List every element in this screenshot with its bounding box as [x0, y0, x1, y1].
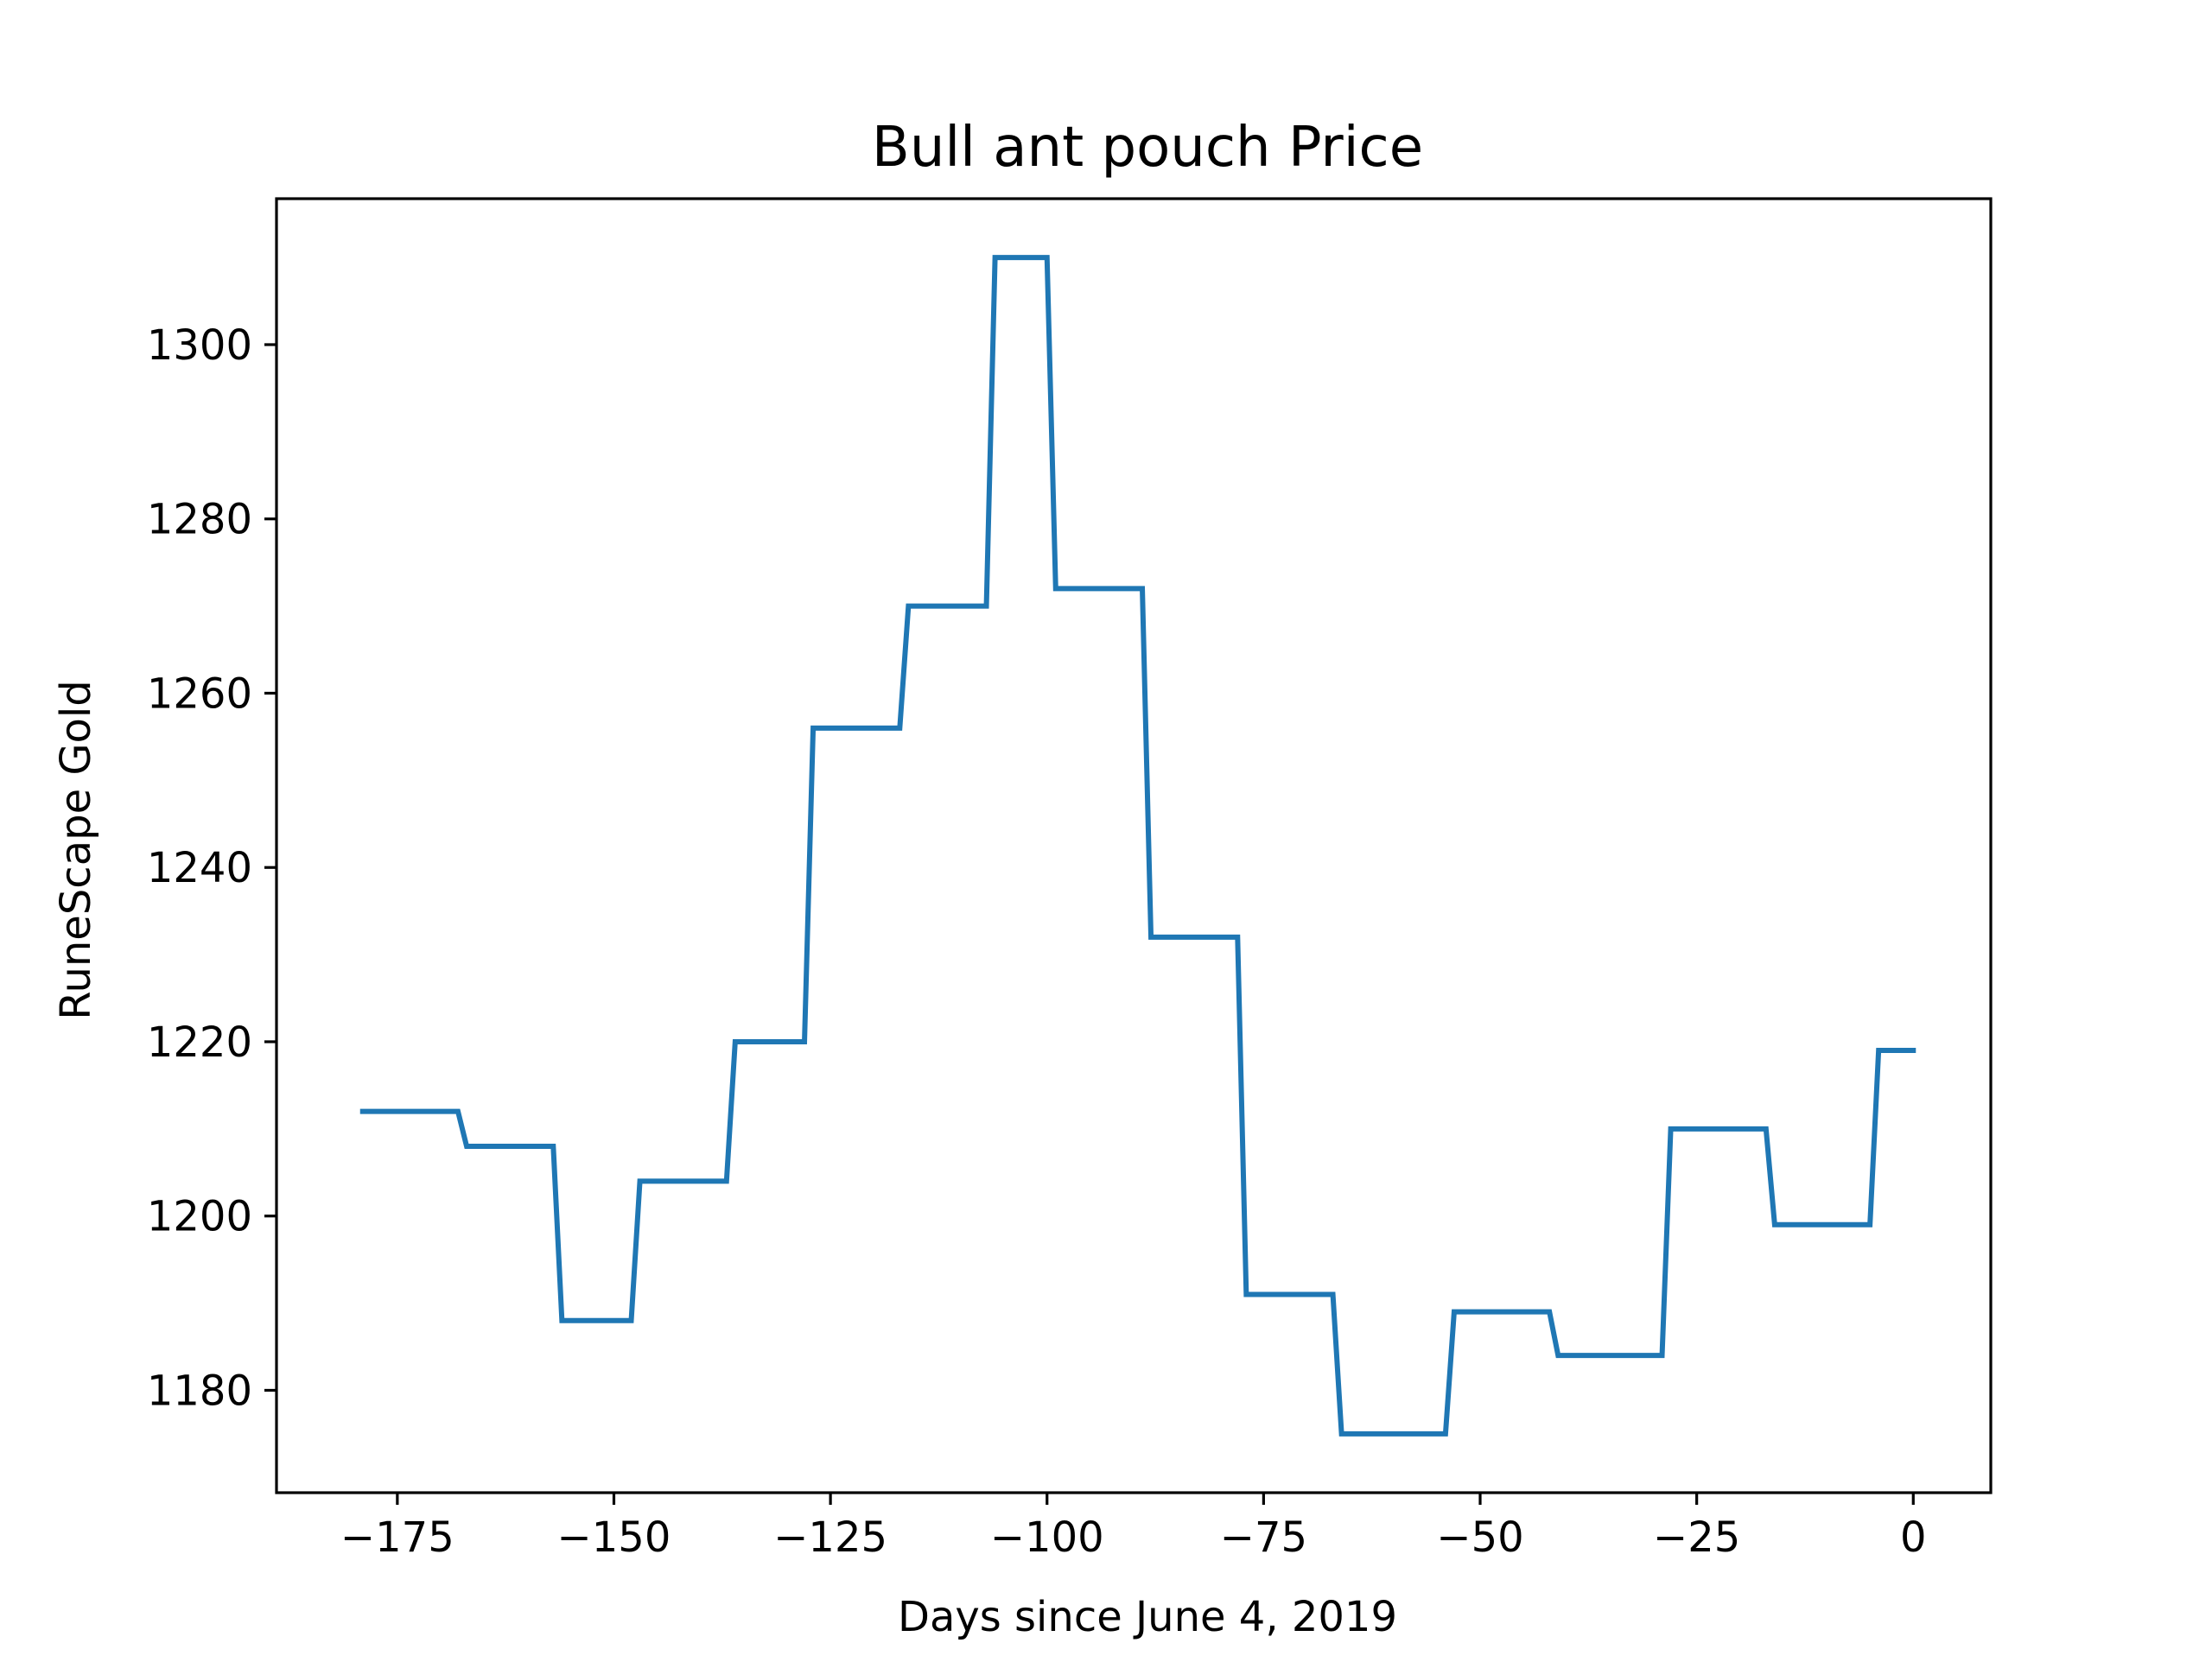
- y-axis: 1180 1200 1220 1240 1260 1280 1300: [147, 321, 276, 1415]
- x-tick-label: 0: [1900, 1513, 1927, 1562]
- x-tick-label: −150: [557, 1513, 671, 1562]
- x-axis: −175 −150 −125 −100 −75 −50 −25 0: [340, 1493, 1927, 1562]
- x-axis-label: Days since June 4, 2019: [898, 1593, 1397, 1641]
- y-tick-label: 1280: [147, 496, 252, 544]
- x-tick-label: −50: [1436, 1513, 1523, 1562]
- y-tick-label: 1220: [147, 1018, 252, 1067]
- x-tick-label: −175: [340, 1513, 454, 1562]
- y-axis-label: RuneScape Gold: [52, 680, 100, 1019]
- plot-background: [276, 199, 1991, 1493]
- x-tick-label: −25: [1653, 1513, 1740, 1562]
- x-tick-label: −100: [990, 1513, 1104, 1562]
- y-tick-label: 1300: [147, 321, 252, 370]
- y-tick-label: 1240: [147, 844, 252, 892]
- price-line-series-0: [359, 255, 1916, 1437]
- x-tick-label: −125: [773, 1513, 887, 1562]
- y-tick-label: 1260: [147, 669, 252, 718]
- chart-title: Bull ant pouch Price: [872, 116, 1423, 180]
- plot-area: [275, 197, 1993, 1494]
- x-tick-label: −75: [1220, 1513, 1307, 1562]
- plot-frame: [275, 197, 1993, 1494]
- y-tick-label: 1200: [147, 1193, 252, 1241]
- y-tick-label: 1180: [147, 1367, 252, 1415]
